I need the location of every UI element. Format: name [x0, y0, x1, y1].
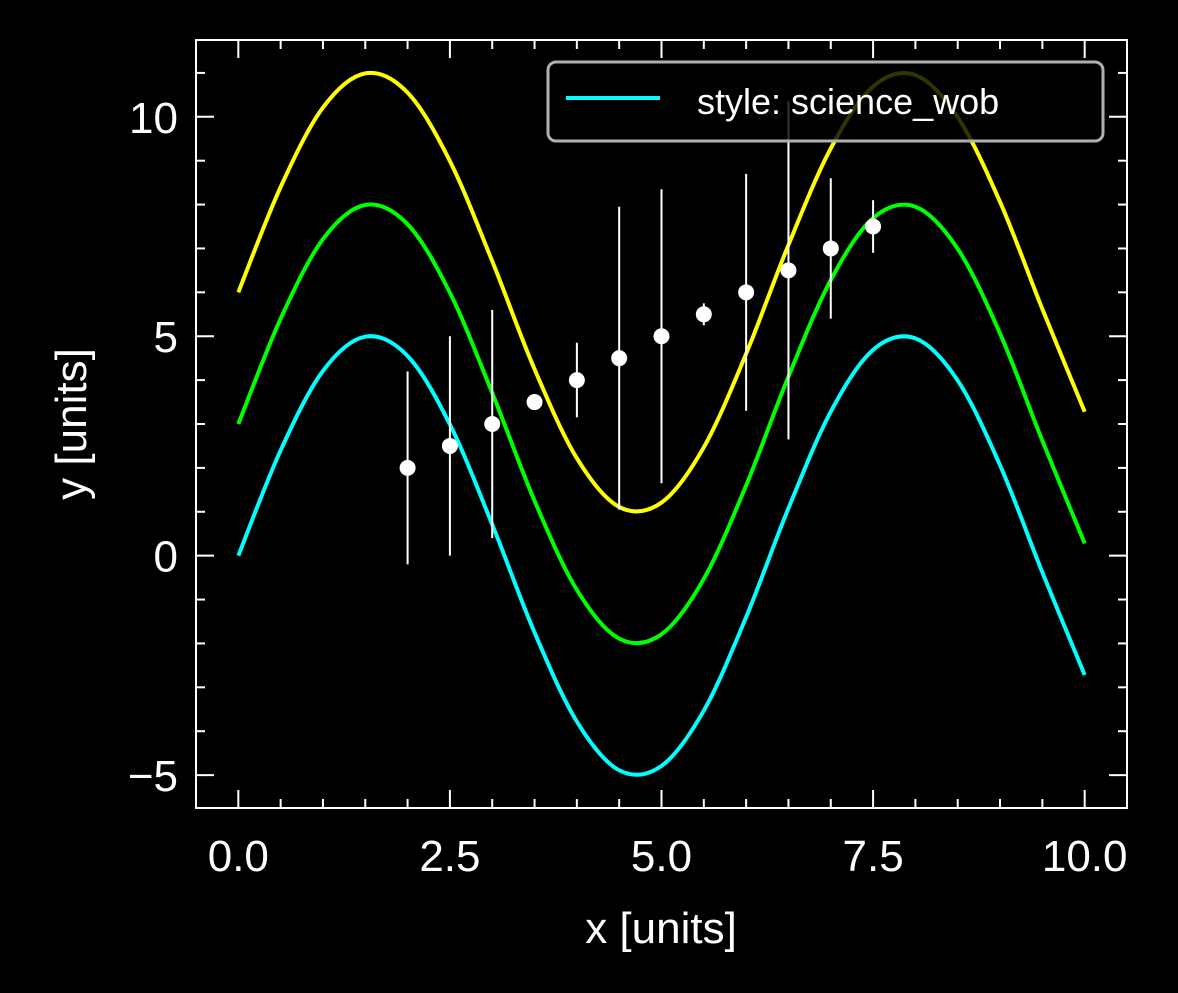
data-point [568, 372, 585, 389]
data-point [653, 328, 670, 345]
plot-frame [195, 39, 1128, 809]
y-tick-label: 5 [154, 313, 178, 362]
data-point [526, 394, 543, 411]
data-point [695, 306, 712, 323]
data-point [441, 437, 458, 454]
x-axis-label: x [units] [585, 904, 737, 953]
legend-frame [546, 60, 1105, 143]
legend: style: science_wob [546, 60, 1105, 143]
tick-labels: 0.0 2.5 5.0 7.5 10.0 −5 0 5 10 [128, 94, 1128, 881]
plot-area [236, 70, 1087, 777]
data-point [738, 284, 755, 301]
data-point [399, 459, 416, 476]
y-axis-label: y [units] [47, 348, 96, 500]
data-point [780, 262, 797, 279]
y-tick-label: 10 [129, 94, 178, 143]
series-line-1 [236, 202, 1087, 646]
x-tick-label: 0.0 [208, 832, 269, 881]
data-point [822, 240, 839, 257]
x-tick-label: 7.5 [843, 832, 904, 881]
ticks [195, 40, 1128, 808]
x-tick-label: 10.0 [1042, 832, 1128, 881]
y-tick-label: 0 [154, 533, 178, 582]
y-tick-label: −5 [128, 752, 178, 801]
x-tick-label: 5.0 [631, 832, 692, 881]
legend-label: style: science_wob [697, 81, 999, 122]
series-line-0 [236, 334, 1087, 777]
x-tick-label: 2.5 [419, 832, 480, 881]
data-point [484, 416, 501, 432]
data-point [865, 218, 882, 235]
data-point [611, 350, 628, 367]
